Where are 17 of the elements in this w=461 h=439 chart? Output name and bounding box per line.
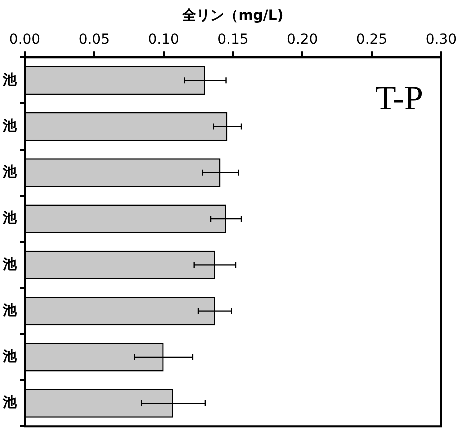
y-tick-label: 池 [2, 395, 18, 412]
x-tick-label: 0.15 [218, 32, 249, 48]
x-tick-label: 0.10 [148, 32, 180, 48]
x-tick-label: 0.05 [78, 32, 110, 48]
y-tick-label: 池 [2, 72, 18, 88]
x-tick-label: 0.30 [426, 32, 457, 48]
y-tick-label: 池 [2, 210, 18, 227]
y-tick-label: 池 [2, 349, 18, 366]
x-tick-label: 0.20 [287, 32, 318, 48]
y-tick-label: 池 [2, 118, 18, 134]
y-tick-label: 池 [2, 256, 18, 273]
y-tick-label: 池 [2, 164, 18, 181]
x-tick-label: 0.00 [9, 32, 41, 48]
x-tick-label: 0.25 [356, 32, 388, 48]
y-tick-label: 池 [2, 302, 18, 319]
x-axis-title: 全リン（mg/L) [182, 8, 284, 24]
annotation: T-P [376, 80, 424, 118]
